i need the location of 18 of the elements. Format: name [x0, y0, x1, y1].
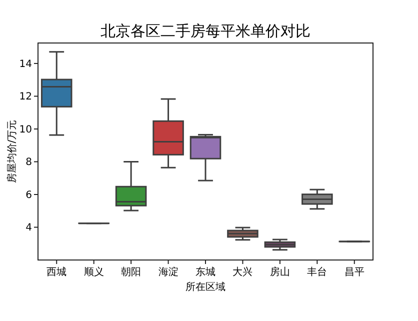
x-tick-label: 西城 — [46, 266, 67, 278]
x-tick-label: 丰台 — [307, 266, 328, 278]
x-tick-label: 昌平 — [344, 267, 364, 278]
y-tick-label: 12 — [19, 92, 32, 103]
y-tick-label: 10 — [19, 124, 32, 136]
y-tick-label: 6 — [26, 190, 32, 201]
x-axis-title: 所在区域 — [186, 281, 226, 293]
x-tick-label: 顺义 — [84, 266, 104, 278]
x-tick-label: 东城 — [196, 266, 216, 278]
chart-title: 北京各区二手房每平米单价对比 — [100, 22, 310, 40]
x-tick-label: 朝阳 — [121, 266, 142, 278]
y-axis-title: 房屋均价/万元 — [6, 120, 18, 184]
x-tick-label: 房山 — [270, 266, 290, 278]
y-tick-label: 14 — [19, 58, 32, 70]
x-tick-label: 海淀 — [158, 266, 178, 278]
x-tick-label: 大兴 — [232, 266, 253, 278]
y-tick-label: 4 — [26, 222, 32, 234]
y-tick-label: 8 — [26, 157, 32, 168]
